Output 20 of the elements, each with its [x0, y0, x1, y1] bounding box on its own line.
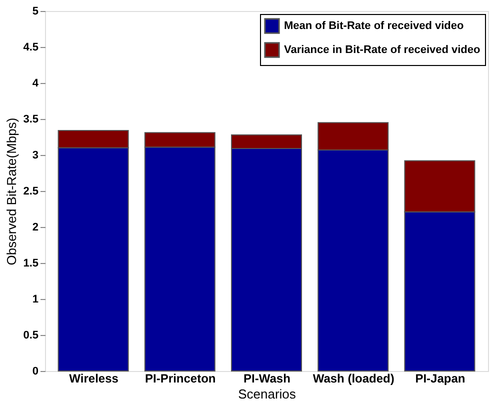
- y-axis-title: Observed Bit-Rate(Mbps): [4, 118, 20, 266]
- x-axis-title: Scenarios: [238, 386, 296, 402]
- x-tick-label: PI-Wash: [244, 372, 290, 386]
- y-tick-label: 5: [32, 6, 38, 18]
- legend-label: Variance in Bit-Rate of received video: [284, 44, 481, 56]
- x-tick-label: Wireless: [69, 372, 119, 386]
- y-tick-label: 4: [32, 78, 40, 90]
- y-tick-label: 0.5: [23, 330, 38, 342]
- y-tick-label: 1: [32, 294, 38, 306]
- y-tick-label: 2: [32, 222, 38, 234]
- x-tick-label: PI-Princeton: [145, 372, 216, 386]
- y-tick-label: 1.5: [23, 258, 38, 270]
- y-tick-label: 4.5: [23, 42, 38, 54]
- y-tick-label: 2.5: [23, 186, 38, 198]
- x-tick-label: PI-Japan: [415, 372, 466, 386]
- x-tick-label: Wash (loaded): [312, 372, 394, 386]
- y-tick-label: 3: [32, 150, 38, 162]
- y-tick-label: 0: [32, 366, 38, 378]
- legend-label: Mean of Bit-Rate of received video: [284, 20, 464, 32]
- y-tick-label: 3.5: [23, 114, 38, 126]
